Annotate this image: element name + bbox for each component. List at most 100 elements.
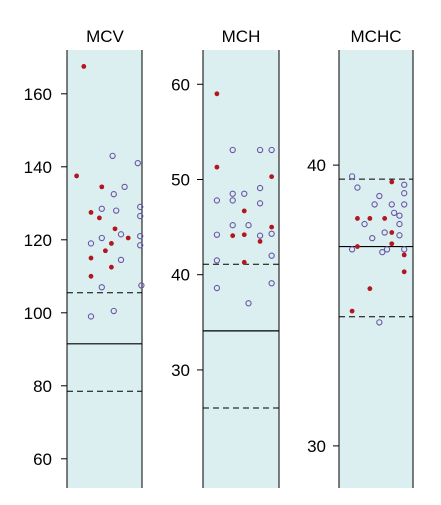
panel-mchc-point-filled [389, 179, 395, 185]
panel-mcv-point-open [138, 282, 145, 289]
panel-mchc-point-filled [349, 308, 355, 314]
panel-mchc-point-filled [355, 216, 360, 221]
panel-mcv-point-open [110, 307, 117, 315]
panel-mch-point-open [256, 184, 264, 192]
panel-mch-point-open [229, 146, 236, 154]
panel-mch-point-open [268, 252, 275, 259]
panel-mch-title: MCH [222, 27, 261, 46]
panel-mch: MCH 30 40 50 60 [171, 27, 280, 488]
panel-mch-point-open [245, 300, 252, 307]
panel-mch-point-open [213, 197, 221, 204]
panel-mch-point-filled [269, 174, 275, 180]
panel-mchc-point-open [361, 220, 368, 228]
panel-mchc-point-filled [389, 230, 395, 235]
panel-mchc-point-open [388, 201, 395, 208]
panel-mchc-tick-label: 40 [307, 156, 326, 175]
panel-mcv-point-open [113, 207, 120, 214]
panel-mchc-point-filled [401, 269, 407, 275]
panel-mch-point-open [268, 280, 275, 287]
panel-mch-point-filled [241, 259, 247, 265]
panel-mch-point-filled [230, 233, 236, 239]
panel-mcv-point-filled [88, 273, 94, 279]
panel-mch-point-open [229, 222, 236, 229]
panel-mch-point-filled [269, 224, 275, 230]
panel-mcv-point-filled [103, 248, 108, 254]
panel-mcv-point-open [117, 256, 125, 264]
panel-mcv-point-filled [88, 255, 94, 261]
panel-mch-point-filled [214, 91, 220, 97]
panel-mchc-point-open [371, 201, 378, 208]
panel-mchc-point-open [354, 184, 361, 191]
panel-mcv-point-filled [112, 226, 118, 232]
panel-mcv-point-open [137, 232, 144, 240]
panel-mcv-tick-label: 120 [24, 231, 52, 250]
panel-mcv-point-open [98, 234, 105, 242]
panel-mcv-point-open [137, 212, 144, 220]
panel-mcv-point-open [134, 159, 141, 167]
panel-mchc-point-open [376, 192, 383, 200]
panel-mcv-tick-label: 160 [24, 85, 52, 104]
panel-mcv-point-filled [88, 210, 94, 215]
panel-mchc-point-filled [401, 252, 407, 258]
panel-mch-tick-label: 60 [171, 75, 190, 94]
panel-mcv: MCV 60 80 100 120 140 160 [24, 27, 145, 488]
panel-mch-point-open [213, 284, 221, 292]
panel-mchc-title: MCHC [351, 27, 402, 46]
panel-mch-tick-label: 30 [171, 361, 190, 380]
panel-mchc-point-open [401, 201, 408, 208]
panel-mch-point-open [213, 231, 221, 238]
panel-mcv-point-filled [109, 241, 114, 246]
panel-mchc-point-open [401, 246, 408, 253]
panel-mchc-point-open [390, 209, 398, 216]
panel-mch-point-open [256, 146, 264, 154]
panel-mchc-tick-label: 30 [307, 437, 326, 456]
panel-mcv-point-filled [74, 173, 79, 179]
panel-mchc-point-open [396, 232, 403, 239]
panel-mch-point-open [268, 230, 275, 237]
panel-mcv-point-open [87, 240, 95, 247]
panel-mcv-background [67, 50, 142, 488]
panel-mcv-point-open [110, 191, 117, 198]
panel-mchc-point-open [369, 234, 376, 242]
panel-mchc-point-open [396, 212, 403, 219]
panel-mchc-point-open [383, 246, 391, 253]
panel-mch-background [203, 50, 279, 488]
panel-mcv-point-filled [81, 64, 87, 69]
panel-mch-point-open [245, 222, 252, 229]
panel-mcv-point-filled [109, 264, 114, 270]
panel-mchc-point-filled [367, 216, 373, 221]
panel-mchc-point-open [401, 181, 408, 188]
panel-mcv-point-filled [125, 235, 131, 241]
panel-mcv-tick-label: 80 [33, 377, 52, 396]
panel-mchc-point-open [401, 190, 408, 197]
panel-mchc: MCHC 30 40 [307, 27, 414, 488]
panel-mcv-point-open [109, 152, 116, 159]
panel-mch-point-open [256, 200, 264, 207]
panel-mch-point-open [229, 190, 236, 197]
panel-mchc-point-filled [367, 286, 373, 292]
panel-mcv-point-open [137, 203, 144, 211]
panel-mch-tick-label: 50 [171, 170, 190, 189]
panel-mch-point-open [268, 146, 275, 154]
panel-mcv-title: MCV [86, 27, 124, 46]
panel-mch-point-open [256, 232, 264, 239]
panel-mch-point-open [241, 190, 248, 197]
panel-mcv-point-open [98, 205, 105, 212]
panel-mcv-point-open [98, 284, 105, 291]
panel-mch-point-filled [214, 164, 220, 170]
panel-mchc-point-filled [382, 216, 388, 221]
panel-mch-tick-label: 40 [171, 266, 190, 285]
panel-mchc-point-open [348, 173, 356, 180]
panel-mch-point-open [229, 197, 236, 204]
panel-mchc-point-open [396, 220, 403, 228]
panel-mch-point-open [213, 257, 221, 264]
panel-mch-point-filled [241, 232, 247, 238]
panel-mch-point-filled [241, 208, 247, 214]
panel-mchc-point-open [376, 319, 383, 326]
panel-mcv-point-open [121, 183, 128, 191]
panel-mcv-point-filled [99, 184, 105, 190]
panel-mcv-point-open [137, 242, 144, 249]
panel-mcv-tick-label: 140 [24, 158, 52, 177]
